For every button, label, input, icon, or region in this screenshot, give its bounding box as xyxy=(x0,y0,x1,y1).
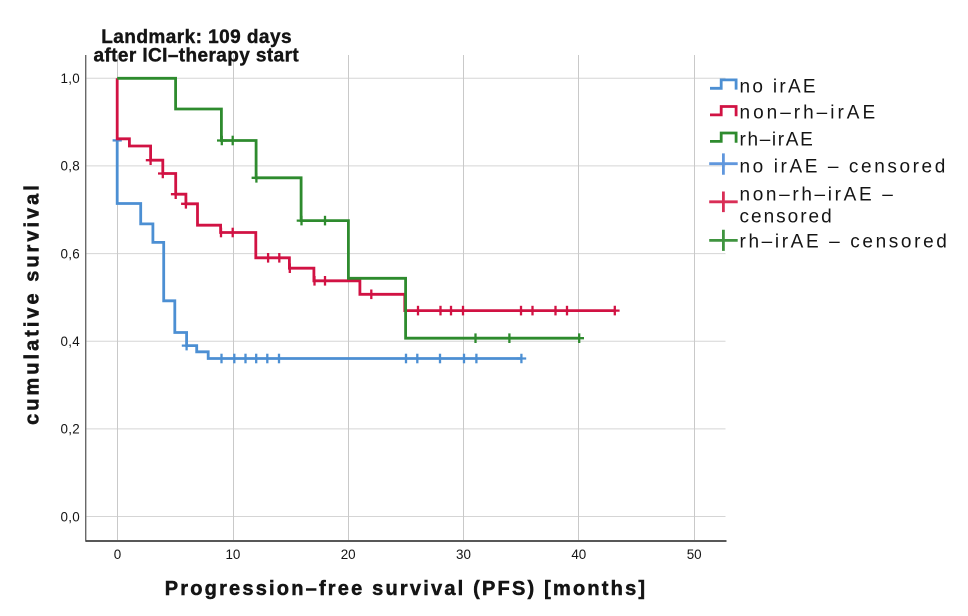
svg-text:0,4: 0,4 xyxy=(60,334,80,349)
svg-text:10: 10 xyxy=(225,547,240,562)
svg-text:30: 30 xyxy=(456,547,471,562)
svg-text:0,8: 0,8 xyxy=(60,159,80,174)
svg-text:Landmark: 109 days: Landmark: 109 days xyxy=(101,27,292,48)
svg-text:0,2: 0,2 xyxy=(60,422,80,437)
svg-text:non–rh–irAE: non–rh–irAE xyxy=(740,102,879,123)
svg-text:rh–irAE – censored: rh–irAE – censored xyxy=(740,231,950,252)
svg-text:no irAE: no irAE xyxy=(740,76,818,97)
svg-text:Progression–free survival (PFS: Progression–free survival (PFS) [months] xyxy=(165,578,648,600)
svg-text:after ICI–therapy start: after ICI–therapy start xyxy=(93,46,299,67)
svg-text:rh–irAE: rh–irAE xyxy=(740,130,815,151)
svg-text:0: 0 xyxy=(114,547,121,562)
svg-text:non–rh–irAE –: non–rh–irAE – xyxy=(740,184,896,205)
svg-text:cumulative survival: cumulative survival xyxy=(22,182,44,425)
svg-text:censored: censored xyxy=(740,206,834,227)
svg-text:20: 20 xyxy=(341,547,356,562)
svg-text:no irAE – censored: no irAE – censored xyxy=(740,156,948,177)
svg-text:1,0: 1,0 xyxy=(60,71,80,86)
svg-text:0,6: 0,6 xyxy=(60,246,80,261)
svg-text:50: 50 xyxy=(687,547,702,562)
svg-text:40: 40 xyxy=(571,547,586,562)
svg-text:0,0: 0,0 xyxy=(60,509,80,524)
